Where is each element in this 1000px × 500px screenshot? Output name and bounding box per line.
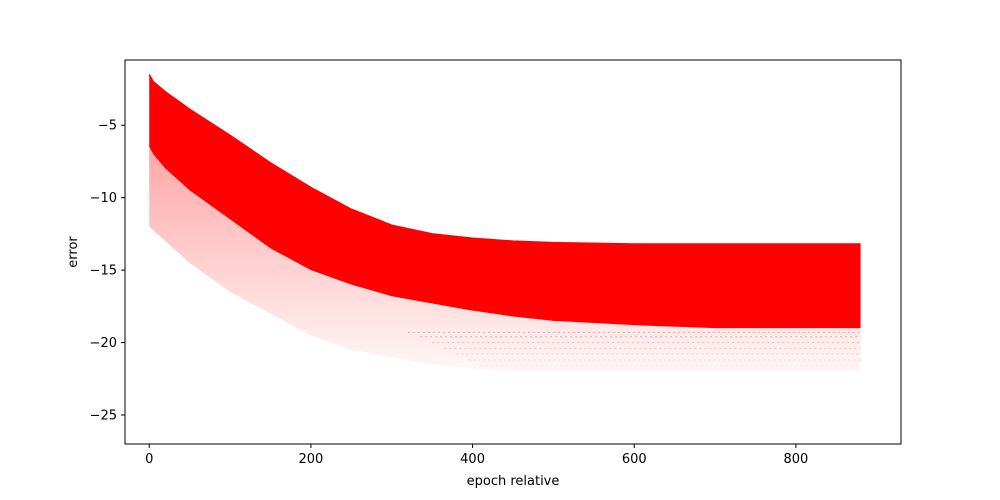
dense-error-band <box>149 74 861 329</box>
y-tick-label: −10 <box>90 191 117 206</box>
x-axis: 0 200 400 600 800 <box>145 444 808 467</box>
sparse-error-region <box>149 146 861 372</box>
min-band-layer <box>407 331 861 367</box>
upper-envelope-line <box>148 74 861 245</box>
x-tick-label: 600 <box>622 452 647 467</box>
y-tick-label: −25 <box>90 409 117 424</box>
y-axis: −5 −10 −15 −20 −25 <box>90 119 125 424</box>
plot-frame <box>124 59 902 445</box>
y-tick-label: −5 <box>98 119 117 134</box>
y-tick-label: −20 <box>90 336 117 351</box>
y-tick-label: −15 <box>90 264 117 279</box>
x-axis-label: epoch relative <box>467 474 560 489</box>
x-tick-label: 800 <box>784 452 809 467</box>
y-axis-label: error <box>66 236 81 268</box>
x-tick-label: 0 <box>145 452 153 467</box>
x-tick-label: 200 <box>299 452 324 467</box>
x-tick-label: 400 <box>460 452 485 467</box>
series-layer <box>148 74 861 372</box>
